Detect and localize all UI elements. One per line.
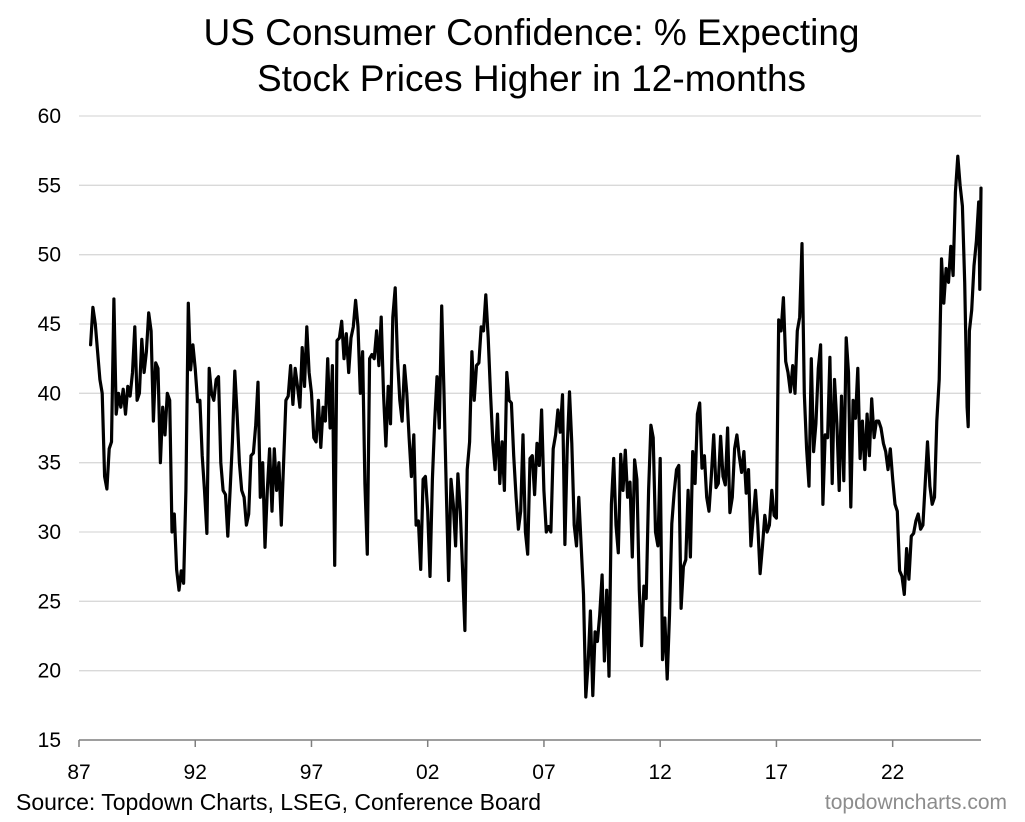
series-line [89, 154, 983, 699]
y-tick-label: 45 [38, 313, 61, 336]
x-tick-label: 97 [300, 761, 323, 784]
y-tick-label: 35 [38, 452, 61, 475]
series-layer [89, 154, 983, 699]
chart-title: US Consumer Confidence: % Expecting Stoc… [0, 10, 1025, 102]
x-tick-label: 92 [184, 761, 207, 784]
y-tick-label: 25 [38, 590, 61, 613]
source-note: Source: Topdown Charts, LSEG, Conference… [16, 789, 542, 815]
chart-title-line-1: US Consumer Confidence: % Expecting [203, 12, 860, 53]
x-tick-label: 22 [881, 761, 904, 784]
x-tick-label: 17 [765, 761, 788, 784]
chart-title-line-2: Stock Prices Higher in 12-months [256, 58, 807, 99]
x-tick-label: 87 [67, 761, 90, 784]
x-tick-label: 02 [416, 761, 439, 784]
y-tick-label: 15 [38, 729, 61, 752]
y-tick-label: 40 [38, 382, 61, 405]
y-tick-label: 55 [38, 174, 61, 197]
x-tick-label: 12 [649, 761, 672, 784]
axes: 15 20 25 30 35 40 45 50 55 60 87 92 97 02 07 12 17 22 [38, 105, 981, 784]
y-tick-label: 50 [38, 244, 61, 267]
y-tick-label: 30 [38, 521, 61, 544]
y-tick-label: 60 [38, 105, 61, 128]
watermark: topdowncharts.com [824, 791, 1007, 814]
y-tick-label: 20 [38, 660, 61, 683]
x-tick-label: 07 [532, 761, 555, 784]
